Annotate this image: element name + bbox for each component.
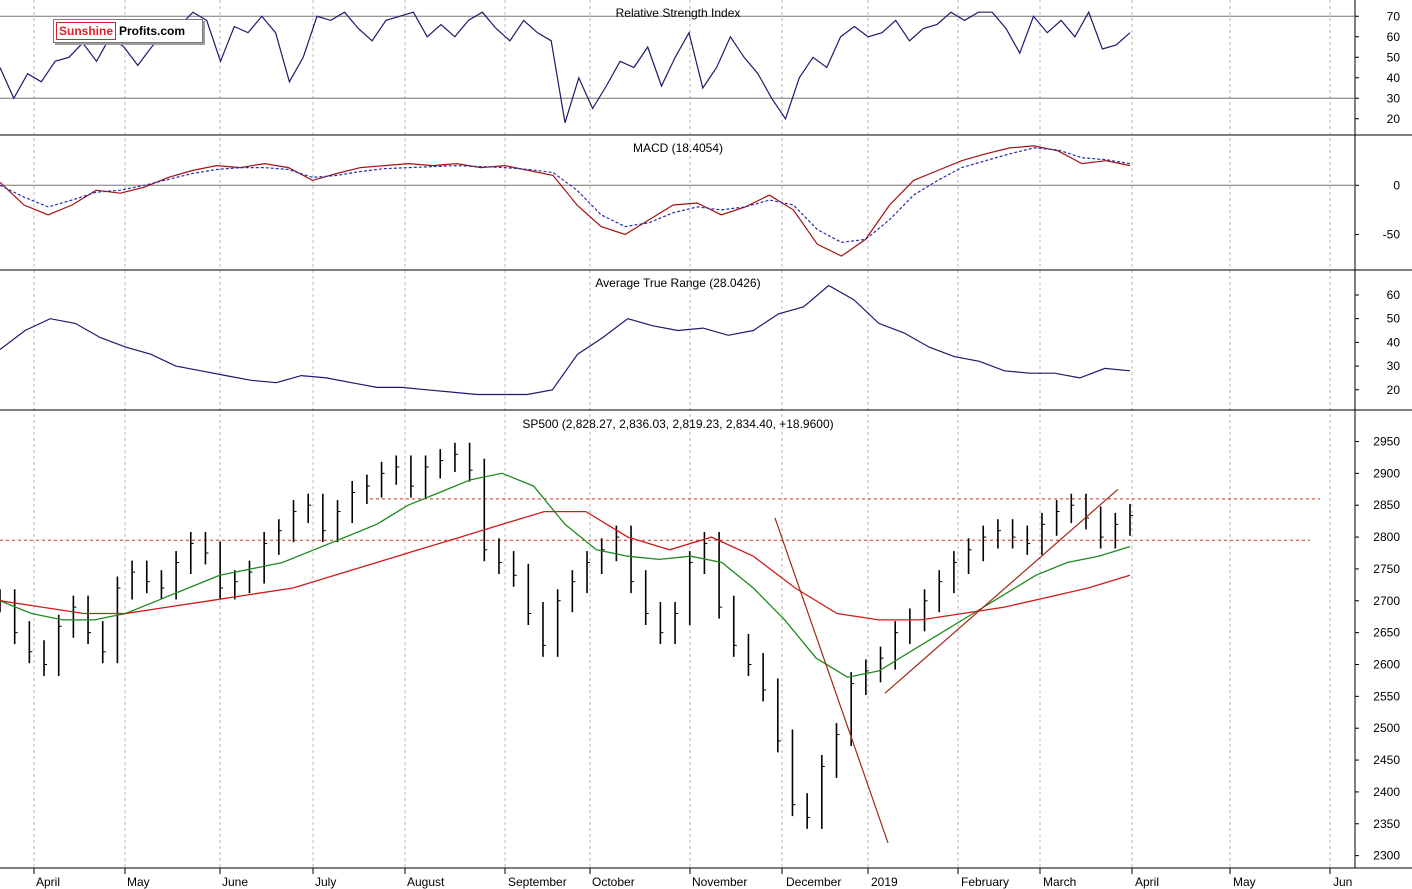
month-label: April [36, 875, 60, 889]
rsi-title: Relative Strength Index [616, 6, 741, 20]
macd-signal-line [0, 147, 1131, 244]
y-tick-label: 2950 [1373, 434, 1400, 448]
series-layer [0, 10, 1133, 844]
y-tick-label: 40 [1387, 71, 1401, 85]
atr-title: Average True Range (28.0426) [595, 276, 760, 290]
y-tick-label: 2650 [1373, 626, 1400, 640]
month-label: 2019 [871, 875, 898, 889]
y-tick-label: 2350 [1373, 817, 1400, 831]
logo-part-profits: Profits.com [119, 24, 186, 38]
macd-line [0, 145, 1131, 257]
rsi-line [0, 10, 1131, 123]
y-tick-label: 70 [1387, 9, 1401, 23]
month-label: April [1135, 875, 1159, 889]
y-tick-label: 60 [1387, 30, 1401, 44]
macd-title: MACD (18.4054) [633, 141, 723, 155]
month-label: August [407, 875, 445, 889]
atr-line [0, 284, 1131, 396]
downtrend-line [774, 517, 889, 844]
uptrend-line [884, 488, 1119, 694]
month-label: March [1043, 875, 1076, 889]
month-label: Jun [1333, 875, 1352, 889]
y-tick-label: 2750 [1373, 562, 1400, 576]
y-tick-label: 50 [1387, 50, 1401, 64]
month-label: November [692, 875, 747, 889]
y-tick-label: 2450 [1373, 753, 1400, 767]
y-tick-label: 2700 [1373, 594, 1400, 608]
y-tick-label: -50 [1383, 227, 1401, 241]
month-label: May [1233, 875, 1256, 889]
y-tick-label: 20 [1387, 383, 1401, 397]
month-label: May [127, 875, 150, 889]
reference-lines [0, 15, 1355, 541]
y-tick-label: 2600 [1373, 657, 1400, 671]
month-label: September [508, 875, 567, 889]
month-label: February [961, 875, 1009, 889]
y-tick-label: 30 [1387, 359, 1401, 373]
month-label: October [592, 875, 635, 889]
logo-part-sunshine: Sunshine [56, 22, 117, 40]
month-label: June [222, 875, 248, 889]
month-label: December [786, 875, 841, 889]
y-tick-label: 2800 [1373, 530, 1400, 544]
y-tick-label: 60 [1387, 288, 1401, 302]
y-tick-label: 2300 [1373, 849, 1400, 863]
y-tick-label: 2500 [1373, 721, 1400, 735]
panel-frames [0, 0, 1412, 869]
y-tick-label: 40 [1387, 335, 1401, 349]
y-tick-label: 0 [1393, 178, 1400, 192]
moving-average-red [0, 510, 1131, 621]
month-label: July [315, 875, 336, 889]
sunshine-profits-logo: Sunshine Profits.com [53, 19, 203, 43]
grid-layer [33, 0, 1331, 868]
y-tick-label: 30 [1387, 91, 1401, 105]
y-tick-label: 2850 [1373, 498, 1400, 512]
y-tick-label: 50 [1387, 312, 1401, 326]
y-tick-label: 2400 [1373, 785, 1400, 799]
moving-average-green [0, 472, 1131, 678]
axis-labels: April May June July August September October No… [33, 9, 1401, 889]
y-tick-label: 20 [1387, 112, 1401, 126]
y-tick-label: 2550 [1373, 689, 1400, 703]
y-tick-label: 2900 [1373, 466, 1400, 480]
sp500-title: SP500 (2,828.27, 2,836.03, 2,819.23, 2,8… [522, 417, 833, 431]
